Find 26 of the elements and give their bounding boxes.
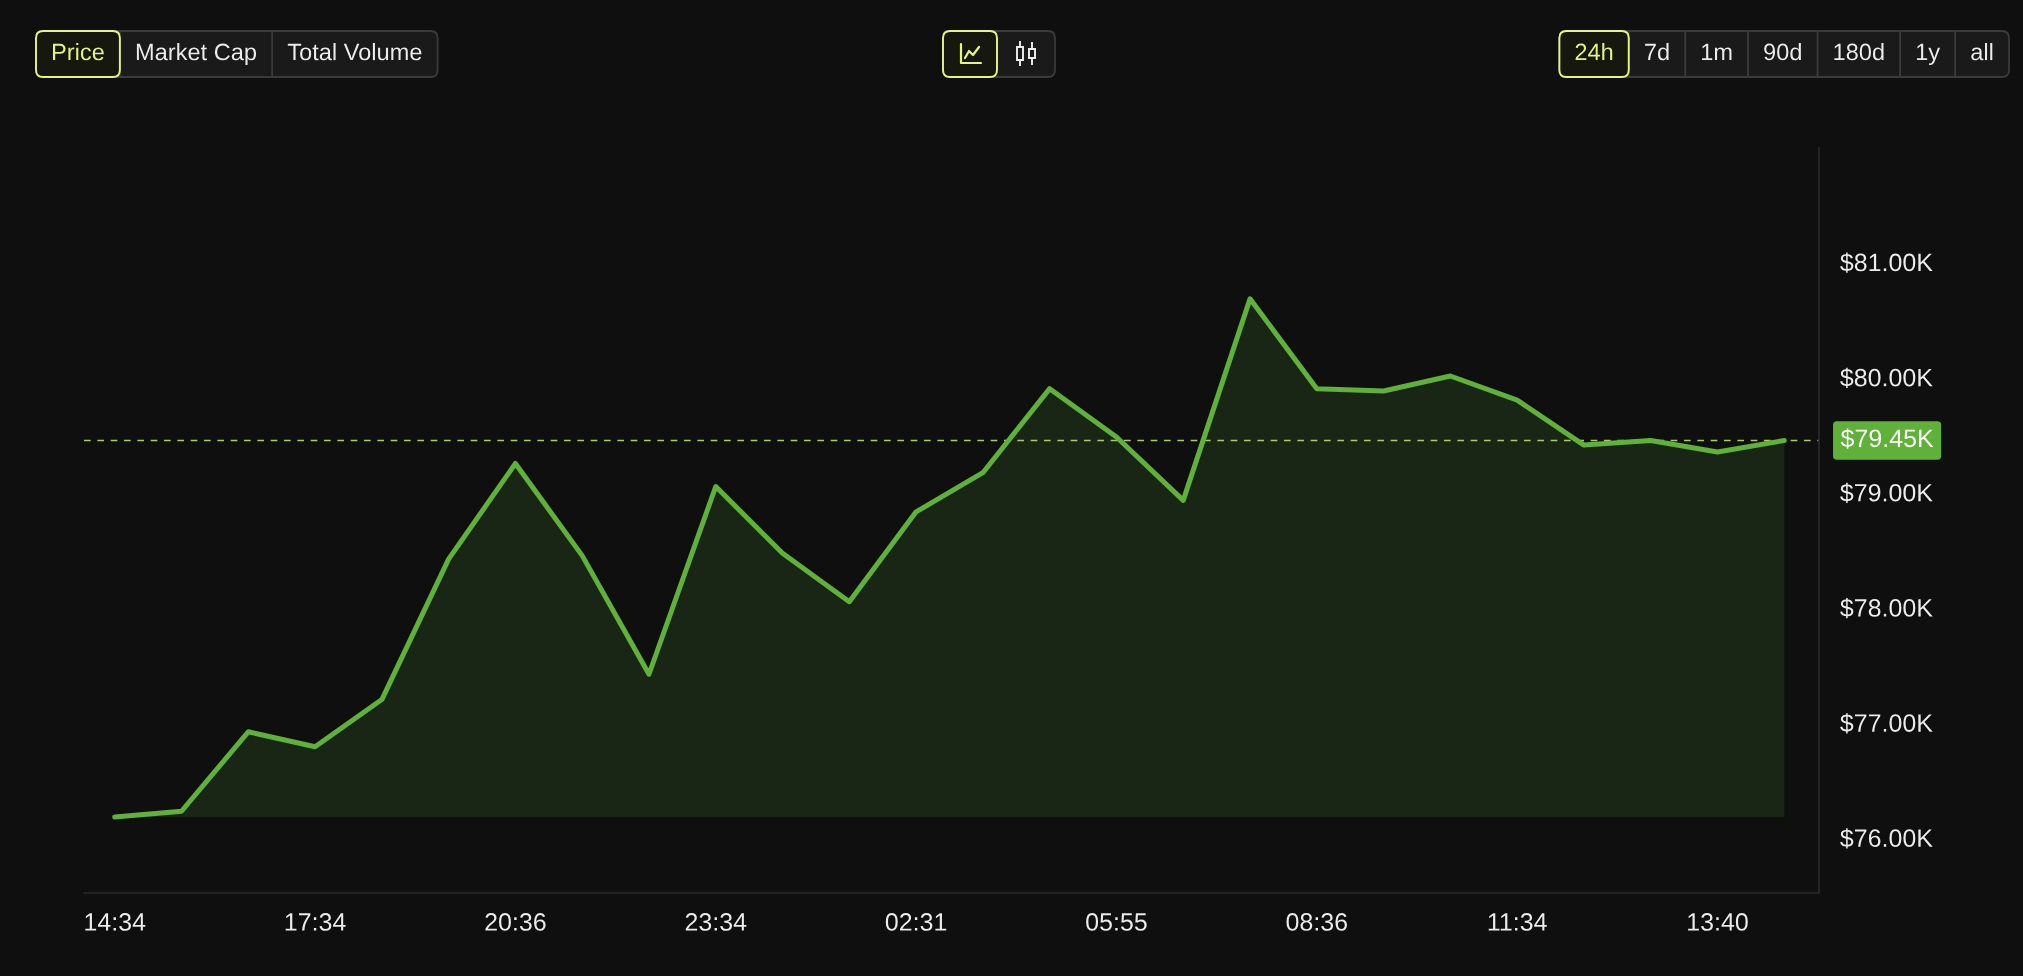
x-tick-label: 05:55 [1086,913,1147,931]
text: 180d [1834,43,1884,61]
text: 90d [1764,43,1801,61]
x-tick-label: 14:34 [85,913,146,931]
y-tick-label: $80.00K [1840,367,1933,388]
x-tick-label: 08:36 [1286,913,1347,931]
text: 7d [1645,43,1669,61]
y-tick-label: $79.00K [1840,482,1933,504]
text: all [1971,43,1993,61]
y-tick-label: $78.00K [1840,597,1933,619]
y-tick-label: $81.00K [1840,252,1933,273]
y-tick-label: $77.00K [1840,713,1933,734]
x-tick-label: 11:34 [1488,913,1547,931]
y-tick-label: $76.00K [1840,828,1933,849]
text: 24h [1575,43,1613,61]
x-tick-label: 23:34 [685,913,747,931]
x-tick-label: 02:31 [885,913,947,931]
text: Market Cap [136,43,257,66]
x-tick-label: 13:40 [1688,913,1748,931]
text: Total Volume [287,43,422,61]
x-tick-label: 20:36 [485,913,546,931]
text: Price [52,43,104,61]
x-tick-label: 17:34 [285,913,346,931]
ref-line-label: $79.45K [1840,428,1934,449]
text: 1y [1916,43,1941,66]
text: 1m [1702,43,1732,61]
